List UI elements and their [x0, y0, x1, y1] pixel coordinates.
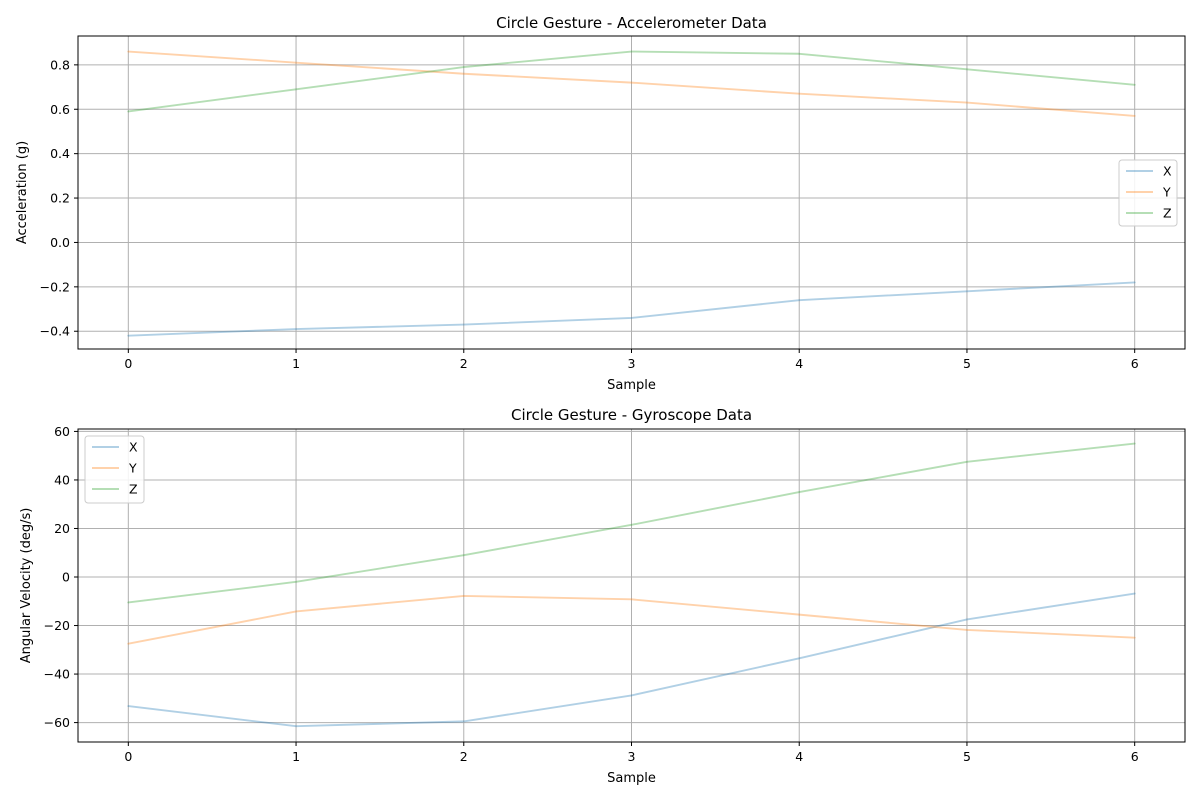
- x-tick-label: 1: [292, 749, 300, 764]
- x-tick-label: 2: [460, 749, 468, 764]
- legend-box: [1118, 159, 1178, 227]
- x-tick-label: 3: [628, 749, 636, 764]
- series-line-y: [127, 50, 1136, 117]
- x-axis-label: Sample: [607, 378, 656, 393]
- grid-lines: [78, 429, 1185, 742]
- y-tick-label: 0.0: [50, 235, 70, 250]
- x-tick-label: 3: [628, 356, 636, 371]
- legend-label-x: X: [129, 440, 138, 455]
- legend-label-z: Z: [129, 482, 138, 497]
- legend-box: [84, 435, 145, 504]
- y-tick-label: 40: [54, 472, 70, 487]
- series-group: [127, 442, 1136, 728]
- y-tick-label: 60: [54, 424, 70, 439]
- gyroscope-chart: 0 1 2 3 4 5 6 −60 −40 −20 0 20 40 60 Circle Gesture - …: [19, 406, 1186, 786]
- x-tick-label: 5: [963, 749, 971, 764]
- series-group: [127, 50, 1136, 337]
- x-tick-label: 6: [1131, 749, 1139, 764]
- x-tick-label: 0: [124, 749, 132, 764]
- legend-label-y: Y: [128, 461, 137, 476]
- x-tick-label: 2: [460, 356, 468, 371]
- y-axis-label: Acceleration (g): [15, 141, 30, 244]
- x-tick-label: 4: [795, 356, 803, 371]
- y-tick-label: −60: [44, 715, 70, 730]
- legend: XYZ: [84, 435, 145, 504]
- legend-label-y: Y: [1162, 185, 1171, 200]
- y-tick-label: 0: [62, 570, 70, 585]
- y-tick-label: −40: [44, 667, 70, 682]
- x-tick-label: 0: [124, 356, 132, 371]
- y-tick-label: 0.6: [50, 102, 70, 117]
- chart-title: Circle Gesture - Accelerometer Data: [496, 14, 767, 32]
- y-axis-label: Angular Velocity (deg/s): [19, 508, 34, 664]
- grid-lines: [78, 36, 1185, 349]
- x-tick-label: 5: [963, 356, 971, 371]
- legend: XYZ: [1118, 159, 1178, 227]
- legend-label-x: X: [1163, 164, 1172, 179]
- series-line-x: [127, 281, 1136, 337]
- series-line-x: [127, 592, 1136, 728]
- x-tick-label: 6: [1131, 356, 1139, 371]
- y-tick-label: 0.2: [50, 191, 70, 206]
- x-tick-label: 4: [795, 749, 803, 764]
- x-axis-label: Sample: [607, 771, 656, 786]
- legend-label-z: Z: [1163, 206, 1172, 221]
- series-line-z: [127, 50, 1136, 113]
- y-tick-label: −0.2: [40, 279, 70, 294]
- y-tick-label: −0.4: [40, 324, 70, 339]
- y-tick-label: 20: [54, 521, 70, 536]
- chart-title: Circle Gesture - Gyroscope Data: [511, 406, 752, 424]
- y-tick-label: −20: [44, 618, 70, 633]
- x-tick-label: 1: [292, 356, 300, 371]
- accelerometer-chart: 0 1 2 3 4 5 6 −0.4 −0.2 0.0 0.2 0.4 0.6 0.8 Circle Ges…: [15, 14, 1186, 393]
- y-tick-label: 0.4: [50, 146, 70, 161]
- series-line-y: [127, 594, 1136, 645]
- series-line-z: [127, 442, 1136, 604]
- y-tick-label: 0.8: [50, 57, 70, 72]
